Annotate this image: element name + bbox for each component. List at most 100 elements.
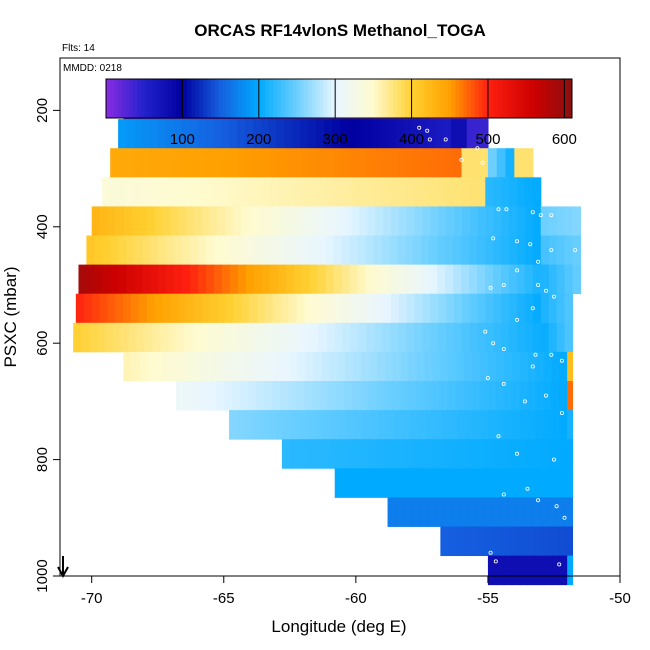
heatmap-cell [415,439,424,469]
sample-marker [515,451,520,456]
heatmap-cell [142,148,151,178]
colorbar-segment [311,79,317,118]
heatmap-cell [99,293,108,324]
heatmap-cell [472,351,481,382]
heatmap-cell [381,235,390,266]
colorbar-segment [377,79,383,118]
heatmap-cell [293,177,303,207]
flights-label: Flts: 14 [62,43,95,54]
heatmap-cell [357,264,367,295]
colorbar-segment [494,79,499,118]
heatmap-cell [217,206,227,236]
heatmap-cell [329,351,338,382]
colorbar-segment [443,79,449,118]
heatmap-cell [540,264,550,295]
heatmap-cell [479,381,488,411]
heatmap-cell [123,293,132,324]
colorbar-segment [133,79,138,118]
heatmap-cell [408,351,418,382]
arrow-down-icon [57,556,69,579]
heatmap-cell [285,177,295,207]
heatmap-cell [229,148,239,178]
colorbar-segment [467,79,472,118]
heatmap-cell [458,119,468,149]
heatmap-cell [501,322,510,353]
colorbar-segment [276,79,282,118]
heatmap-cell [551,410,560,440]
heatmap-cell [304,206,313,236]
heatmap-cell [350,322,360,353]
heatmap-cell [461,293,471,324]
heatmap-cell [190,148,199,178]
heatmap-cell [572,264,581,295]
heatmap-cell [390,468,399,498]
heatmap-cell [210,351,220,382]
heatmap-cell [501,468,510,498]
heatmap-cell [454,206,463,236]
colorbar-segment [284,79,290,118]
heatmap-cell [218,351,228,382]
heatmap-cell [150,148,159,178]
heatmap-cell [237,148,247,178]
heatmap-cell [104,322,114,353]
heatmap-cell [260,410,269,440]
heatmap-cell [245,264,255,295]
heatmap-cell [115,293,124,324]
heatmap-cell [455,381,465,411]
heatmap-cell [540,322,550,353]
heatmap-cell [240,381,249,411]
heatmap-cell [332,119,341,149]
heatmap-cell [448,351,457,382]
heatmap-cell [525,206,534,236]
heatmap-cell [443,497,453,527]
heatmap-cell [533,526,542,557]
heatmap-cell [572,206,581,236]
heatmap-cell [503,351,513,382]
heatmap-cell [358,468,368,498]
heatmap-cell [368,439,377,469]
heatmap-cell [245,177,255,207]
heatmap-cell [440,351,449,382]
heatmap-cell [303,322,312,353]
heatmap-cell [516,264,526,295]
heatmap-cell [430,206,439,236]
colorbar-segment [117,79,123,118]
heatmap-cell [406,468,415,498]
heatmap-cell [445,468,455,498]
heatmap-cell [201,206,211,236]
heatmap-cell [548,439,558,469]
heatmap-cell [437,264,446,295]
heatmap-cell [417,410,427,440]
heatmap-cell [213,264,223,295]
heatmap-cell [512,410,521,440]
heatmap-cell [323,410,332,440]
heatmap-cell [493,206,502,236]
heatmap-cell [343,293,353,324]
colorbar-segment [191,79,196,118]
colorbar-segment [335,79,340,118]
heatmap-cell [496,410,505,440]
heatmap-cell [532,177,542,207]
heatmap-cell [398,468,407,498]
heatmap-cell [373,264,382,295]
heatmap-cell [519,555,529,586]
heatmap-cell [365,235,374,266]
heatmap-cell [469,177,478,207]
heatmap-cell [492,497,501,527]
heatmap-cell [226,351,235,382]
heatmap-cell [155,351,164,382]
heatmap-cell [225,293,235,324]
heatmap-cell [509,439,519,469]
heatmap-cell [190,177,199,207]
heatmap-cell [567,555,574,586]
heatmap-cell [407,381,417,411]
heatmap-cell [453,148,463,178]
heatmap-cell [276,410,285,440]
heatmap-cell [535,351,544,382]
heatmap-cell [389,235,398,266]
heatmap-cell [399,381,409,411]
heatmap-cell [527,410,537,440]
heatmap-cell [435,497,445,527]
heatmap-cell [532,468,542,498]
heatmap-cell [268,119,278,149]
